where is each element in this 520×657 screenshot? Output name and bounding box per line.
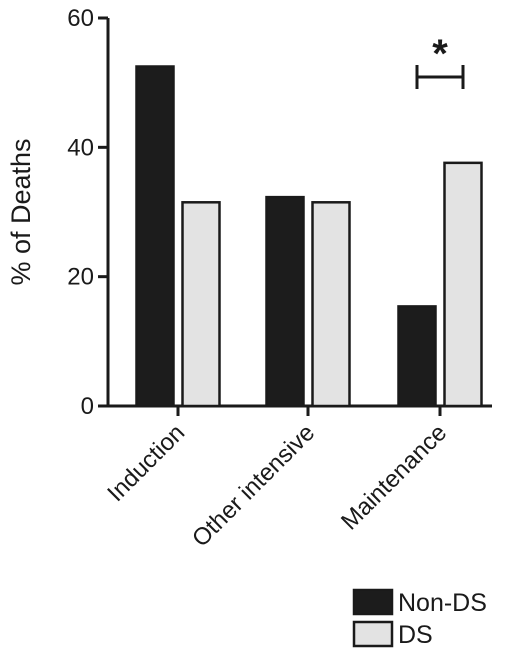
legend: Non-DS DS bbox=[352, 588, 487, 649]
bar-non-ds-maintenance bbox=[397, 305, 437, 408]
bar-ds-induction bbox=[181, 201, 221, 408]
legend-label: DS bbox=[398, 621, 433, 649]
x-category-label: Maintenance bbox=[336, 419, 452, 535]
y-tick-label: 0 bbox=[81, 393, 94, 420]
y-ticks: 0 20 40 60 bbox=[67, 5, 108, 420]
y-tick-label: 40 bbox=[67, 134, 94, 161]
bar-ds-other-intensive bbox=[311, 201, 351, 408]
x-category-label: Other intensive bbox=[187, 419, 320, 552]
y-tick-label: 60 bbox=[67, 5, 94, 32]
legend-swatch bbox=[352, 620, 394, 648]
bar-non-ds-induction bbox=[135, 65, 175, 408]
significance-annotation: * bbox=[415, 32, 465, 89]
y-axis-title: % of Deaths bbox=[6, 138, 36, 285]
legend-swatch bbox=[352, 588, 394, 616]
x-category-label: Induction bbox=[102, 419, 190, 507]
y-tick-label: 20 bbox=[67, 264, 94, 291]
bar-non-ds-other-intensive bbox=[265, 195, 305, 408]
significance-star: * bbox=[432, 32, 448, 76]
legend-label: Non-DS bbox=[398, 589, 487, 617]
bar-ds-maintenance bbox=[443, 161, 483, 408]
bars bbox=[135, 65, 483, 408]
